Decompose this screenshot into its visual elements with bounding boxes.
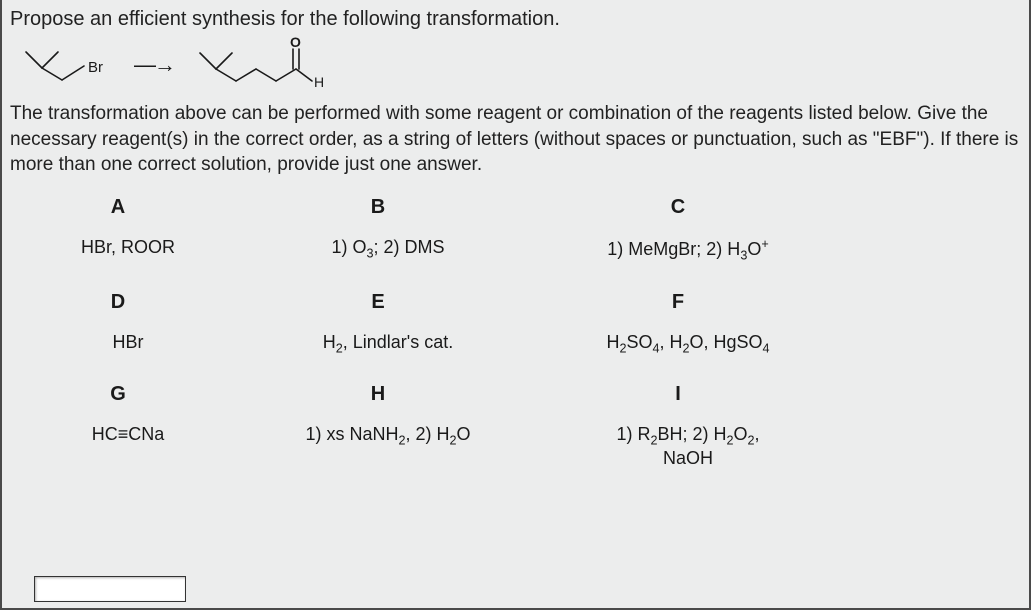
question-prompt: Propose an efficient synthesis for the f… [10, 8, 1021, 31]
reagent-H: H 1) xs NaNH2, 2) H2O [298, 383, 558, 469]
reagent-B: B 1) O3; 2) DMS [298, 196, 558, 263]
answer-input[interactable] [34, 576, 186, 602]
reagent-value-C: 1) MeMgBr; 2) H3O+ [598, 237, 778, 263]
reagent-D: D HBr [38, 291, 258, 356]
reagent-I: I 1) R2BH; 2) H2O2, NaOH [598, 383, 938, 469]
product: O H [192, 37, 332, 93]
reagent-value-I: 1) R2BH; 2) H2O2, NaOH [598, 424, 778, 469]
reagent-A: A HBr, ROOR [38, 196, 258, 263]
reagent-grid: A HBr, ROOR B 1) O3; 2) DMS C 1) MeMgBr;… [10, 196, 1021, 469]
reagent-header-C: C [598, 196, 758, 219]
reagent-header-D: D [38, 291, 198, 314]
svg-text:H: H [314, 74, 324, 90]
reaction-scheme: Br —→ O H [10, 37, 1021, 93]
reagent-value-H: 1) xs NaNH2, 2) H2O [298, 424, 478, 448]
reagent-F: F H2SO4, H2O, HgSO4 [598, 291, 938, 356]
reagent-value-A: HBr, ROOR [38, 237, 218, 258]
svg-text:Br: Br [88, 59, 103, 76]
reagent-header-H: H [298, 383, 458, 406]
reagent-value-D: HBr [38, 332, 218, 353]
svg-text:O: O [290, 37, 301, 50]
reagent-header-I: I [598, 383, 758, 406]
reagent-E: E H2, Lindlar's cat. [298, 291, 558, 356]
question-body-text: The transformation above can be performe… [10, 103, 1018, 175]
reagent-C: C 1) MeMgBr; 2) H3O+ [598, 196, 938, 263]
reagent-value-F: H2SO4, H2O, HgSO4 [598, 332, 778, 356]
reagent-value-B: 1) O3; 2) DMS [298, 237, 478, 261]
reagent-value-E: H2, Lindlar's cat. [298, 332, 478, 356]
reagent-header-A: A [38, 196, 198, 219]
reaction-arrow: —→ [134, 52, 174, 78]
reagent-header-F: F [598, 291, 758, 314]
starting-material: Br [18, 42, 116, 88]
reagent-header-B: B [298, 196, 458, 219]
question-page: Propose an efficient synthesis for the f… [0, 0, 1031, 610]
reagent-G: G HC≡CNa [38, 383, 258, 469]
reagent-value-G: HC≡CNa [38, 424, 218, 445]
reagent-header-E: E [298, 291, 458, 314]
reagent-header-G: G [38, 383, 198, 406]
question-body: The transformation above can be performe… [10, 101, 1021, 178]
